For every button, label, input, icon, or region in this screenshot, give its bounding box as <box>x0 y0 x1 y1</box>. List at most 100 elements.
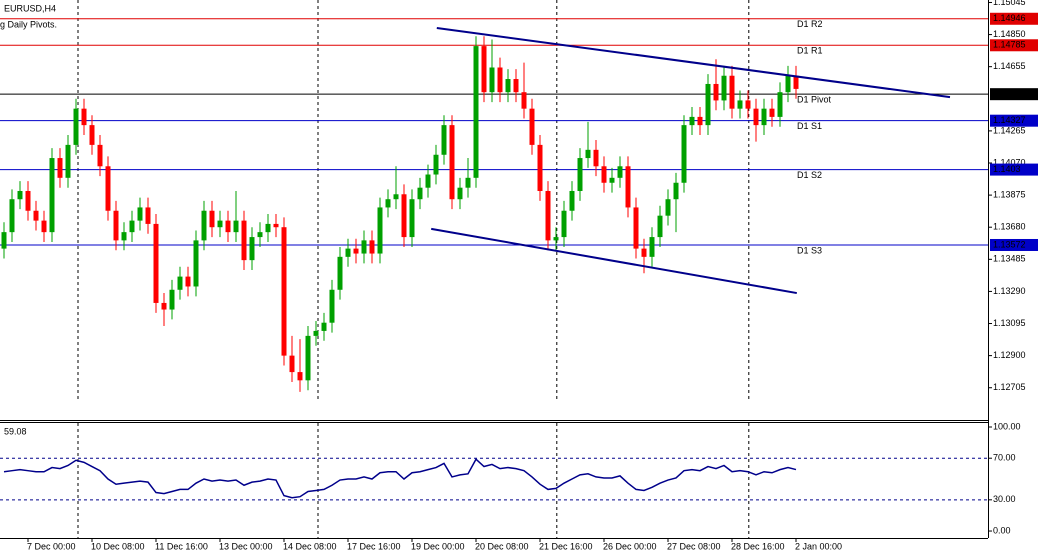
candle-body <box>177 276 183 290</box>
pivot-price-box <box>990 39 1038 52</box>
candle-body <box>401 194 407 238</box>
pivot-name: D1 R2 <box>797 19 823 29</box>
candle-body <box>1 232 7 249</box>
candle-body <box>425 174 431 188</box>
candle-body <box>313 330 319 336</box>
x-tick-label: 14 Dec 08:00 <box>283 541 337 551</box>
candle-body <box>9 199 15 233</box>
candle-body <box>209 210 215 228</box>
x-tick-label: 19 Dec 00:00 <box>411 541 465 551</box>
y-tick-label: 1.14070 <box>993 157 1026 167</box>
pivot-price-label: 1.14488 <box>993 89 1026 99</box>
candle-body <box>577 158 583 191</box>
pivot-price-label: 1.1403 <box>993 164 1021 174</box>
rsi-value: 59.08 <box>4 426 27 436</box>
candle-body <box>689 116 695 126</box>
candle-body <box>729 75 735 109</box>
candle-body <box>657 215 663 238</box>
candle-body <box>641 248 647 257</box>
pivot-price-box <box>990 238 1038 251</box>
pivot-name: D1 S3 <box>797 245 822 255</box>
candle-body <box>49 158 55 233</box>
candle-body <box>753 108 759 126</box>
y-tick-label: 100.00 <box>993 421 1021 431</box>
indicator-name: g Daily Pivots. <box>0 19 57 29</box>
candle-body <box>337 256 343 290</box>
pivot-price-box <box>990 114 1038 127</box>
chart-title: EURUSD,H4 <box>4 3 56 13</box>
candle-body <box>777 92 783 117</box>
y-tick-label: 1.13680 <box>993 222 1026 232</box>
candle-body <box>649 237 655 257</box>
candle-body <box>497 67 503 93</box>
y-tick-label: 1.14850 <box>993 29 1026 39</box>
candle-body <box>569 190 575 211</box>
candle-body <box>321 322 327 331</box>
y-tick-label: 1.14265 <box>993 125 1026 135</box>
candle-body <box>377 207 383 254</box>
candle-body <box>473 46 479 178</box>
candle-body <box>745 100 751 109</box>
candle-body <box>537 144 543 191</box>
candle-body <box>161 302 167 310</box>
candle-body <box>489 67 495 93</box>
candle-body <box>249 237 255 261</box>
candle-body <box>625 166 631 208</box>
candle-body <box>769 108 775 117</box>
candle-body <box>433 154 439 175</box>
x-tick-label: 10 Dec 08:00 <box>91 541 145 551</box>
x-tick-label: 20 Dec 08:00 <box>475 541 529 551</box>
pivot-name: D1 S1 <box>797 121 822 131</box>
y-tick-label: 1.13485 <box>993 254 1026 264</box>
pivot-name: D1 R1 <box>797 46 823 56</box>
candle-body <box>41 220 47 233</box>
candle-body <box>385 199 391 208</box>
candle-body <box>297 372 303 381</box>
candle-body <box>585 149 591 159</box>
candle-body <box>673 182 679 200</box>
trendline <box>436 26 951 99</box>
candle-body <box>505 79 511 93</box>
candle-body <box>417 187 423 200</box>
candle-body <box>361 240 367 254</box>
candle-body <box>225 220 231 233</box>
x-tick-label: 7 Dec 00:00 <box>27 541 76 551</box>
candle-body <box>65 144 71 178</box>
candle-body <box>561 210 567 238</box>
candle-body <box>633 207 639 249</box>
candle-body <box>57 158 63 178</box>
candle-body <box>73 108 79 145</box>
y-tick-label: 1.13095 <box>993 318 1026 328</box>
candle-body <box>25 190 31 211</box>
candle-body <box>713 83 719 101</box>
y-tick-label: 1.12705 <box>993 382 1026 392</box>
y-tick-label: 1.15045 <box>993 0 1026 7</box>
candle-body <box>353 248 359 254</box>
candle-body <box>137 207 143 221</box>
y-tick-label: 0.00 <box>993 525 1011 535</box>
candle-body <box>449 125 455 200</box>
candle-body <box>697 116 703 126</box>
candle-body <box>665 199 671 216</box>
candle-body <box>345 248 351 257</box>
candle-body <box>305 335 311 381</box>
candle-body <box>609 177 615 183</box>
candle-body <box>33 210 39 221</box>
candle-body <box>97 144 103 167</box>
candle-body <box>105 166 111 211</box>
candle-body <box>785 75 791 93</box>
candle-body <box>761 108 767 126</box>
candle-body <box>705 83 711 126</box>
y-tick-label: 1.13290 <box>993 286 1026 296</box>
candle-body <box>393 194 399 200</box>
candle-body <box>265 223 271 233</box>
candle-body <box>185 276 191 287</box>
rsi-line <box>3 458 797 499</box>
candle-body <box>17 190 23 200</box>
y-tick-label: 70.00 <box>993 453 1016 463</box>
candle-body <box>89 125 95 145</box>
candle-body <box>241 220 247 261</box>
candle-body <box>465 177 471 188</box>
